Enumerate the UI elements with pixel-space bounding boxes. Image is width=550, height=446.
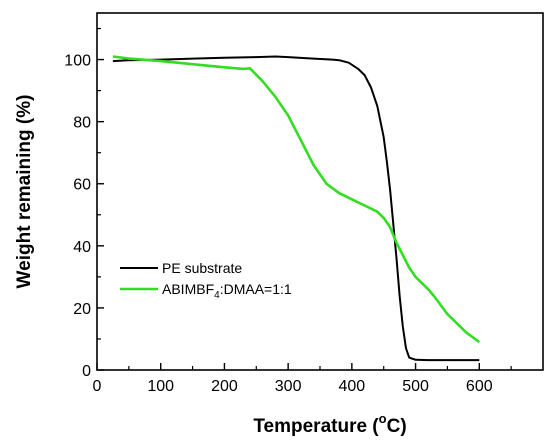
legend-label-abimbf4-dmaa: ABIMBF4:DMAA=1:1 [162,281,292,301]
y-tick-label-100: 100 [64,53,91,70]
x-tick-label-500: 500 [402,378,429,395]
series-layer [112,55,481,362]
ticks-layer: 0 100 200 300 400 500 600 0 20 40 60 80 100 [64,27,512,395]
series-line-abimbf4-dmaa [112,55,481,344]
x-tick-label-0: 0 [93,378,102,395]
x-tick-label-200: 200 [211,378,238,395]
plot-frame [96,12,544,371]
y-tick-label-20: 20 [73,301,91,318]
series-line-pe-substrate [112,55,480,362]
legend: PE substrate ABIMBF4:DMAA=1:1 [120,260,292,301]
x-tick-label-100: 100 [147,378,174,395]
y-tick-label-80: 80 [73,115,91,132]
x-tick-label-400: 400 [339,378,366,395]
x-axis-title: Temperature (oC) [253,411,406,437]
legend-label-pe-substrate: PE substrate [162,260,242,276]
y-tick-label-60: 60 [73,177,91,194]
y-tick-label-40: 40 [73,239,91,256]
x-tick-label-600: 600 [466,378,493,395]
x-axis-title-unit: C) [387,416,407,437]
x-tick-label-300: 300 [275,378,302,395]
x-axis-title-degree: o [379,411,387,426]
y-axis-title: Weight remaining (%) [14,95,35,289]
x-axis-title-main: Temperature ( [253,416,379,437]
y-tick-label-0: 0 [82,363,91,380]
